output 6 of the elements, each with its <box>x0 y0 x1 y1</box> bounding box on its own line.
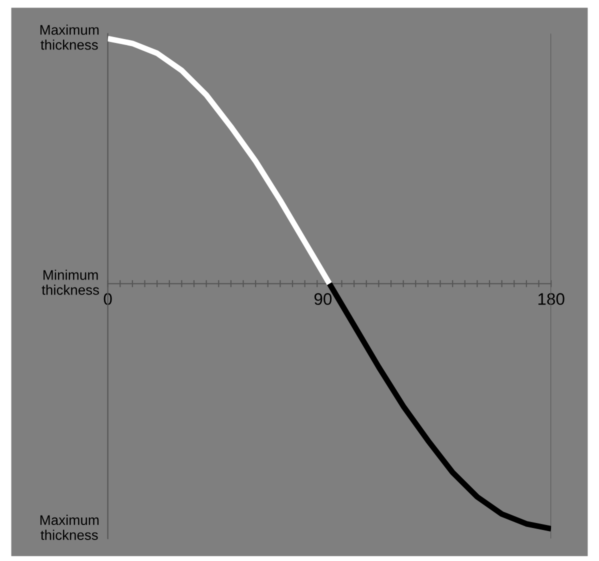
text: Maximum thickness <box>40 24 99 50</box>
text: Minimum thickness <box>42 270 99 295</box>
x-tick-label: 180 <box>538 293 564 305</box>
text: Maximum thickness <box>40 514 99 540</box>
x-tick-label: 0 <box>104 293 112 305</box>
x-tick-label: 90 <box>314 293 332 305</box>
